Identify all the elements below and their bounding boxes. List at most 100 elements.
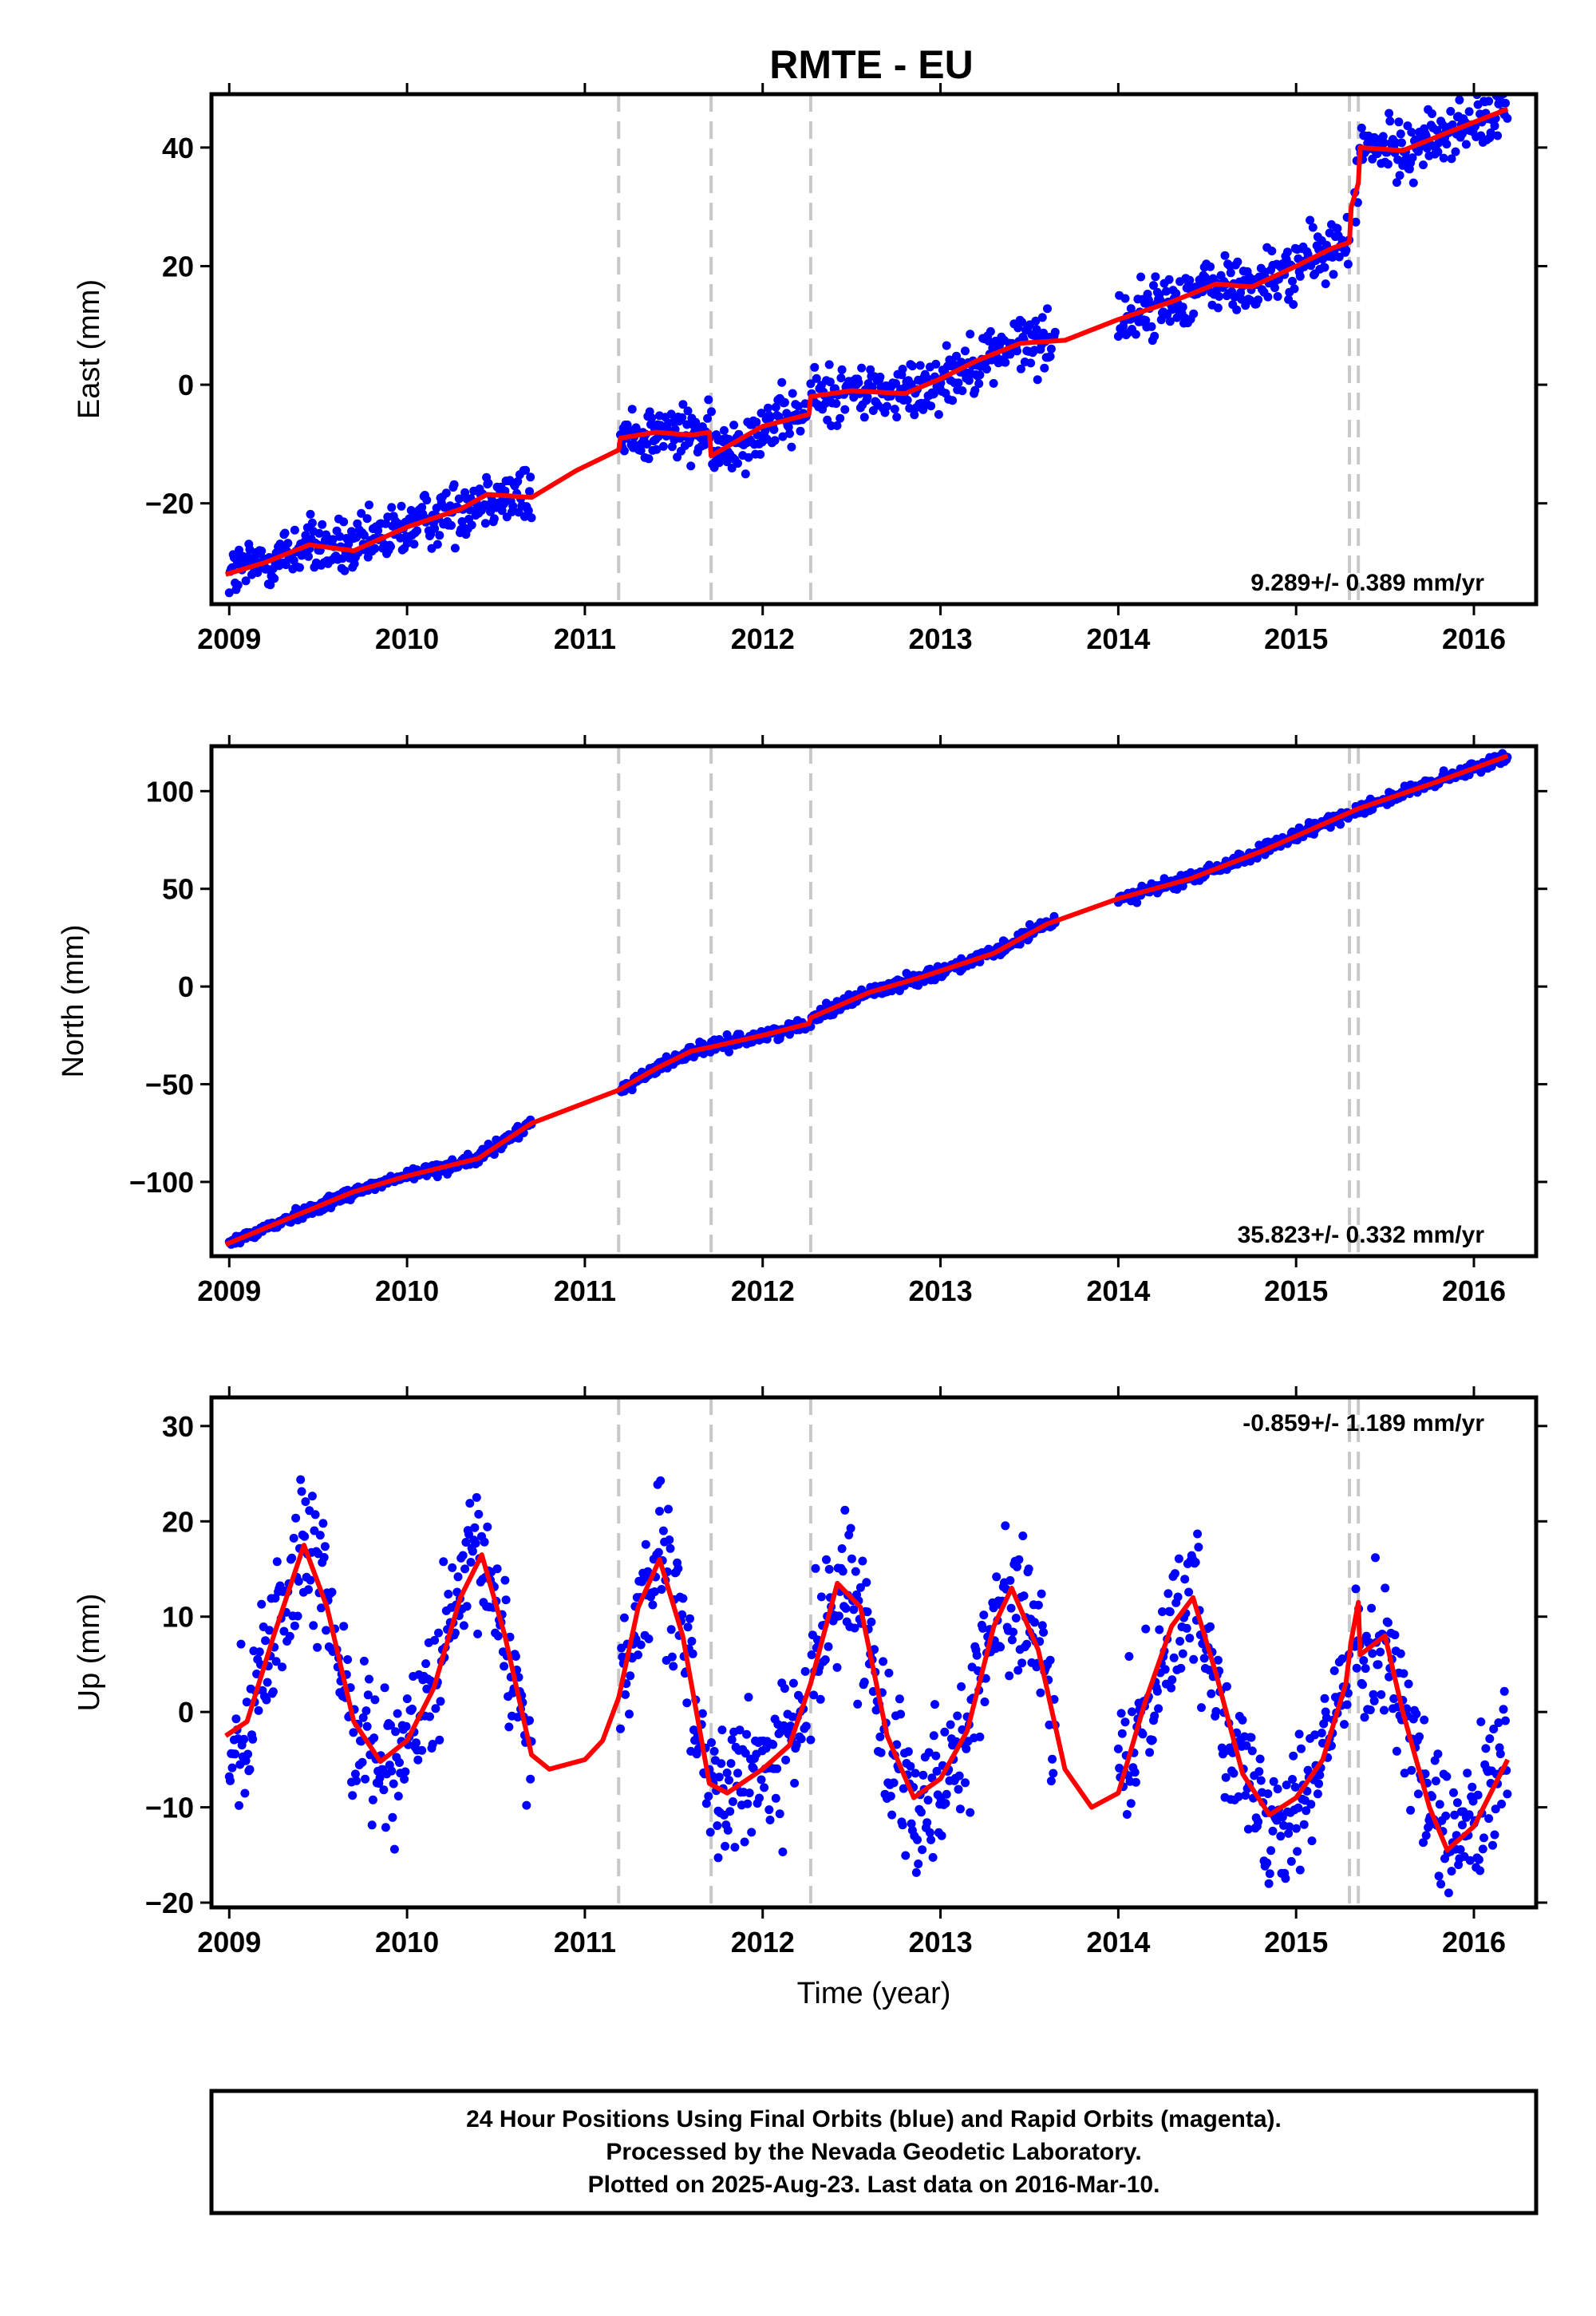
data-point: [824, 360, 834, 370]
data-point: [700, 440, 709, 449]
data-point: [836, 413, 845, 423]
data-point: [725, 1776, 733, 1785]
y-tick-label: 0: [178, 970, 194, 1003]
x-tick-label: 2015: [1264, 1926, 1328, 1958]
data-point: [974, 379, 984, 389]
data-point: [1360, 1713, 1369, 1722]
data-point: [1458, 1820, 1467, 1830]
x-tick-label: 2014: [1086, 1275, 1150, 1307]
data-point: [1359, 1656, 1369, 1666]
data-point: [1128, 1707, 1136, 1717]
data-point: [1488, 85, 1497, 93]
data-point: [1340, 1720, 1349, 1729]
data-point: [911, 1867, 921, 1877]
data-point: [1415, 1732, 1424, 1741]
data-point: [462, 1602, 472, 1611]
x-tick-label: 2015: [1264, 1275, 1328, 1307]
y-tick-label: 20: [162, 250, 194, 283]
data-point: [461, 1538, 471, 1547]
data-point: [1024, 1564, 1033, 1574]
data-point: [439, 1557, 448, 1567]
data-point: [686, 461, 696, 471]
data-point: [764, 1805, 774, 1815]
data-point: [1343, 259, 1353, 269]
y-tick-label: 10: [162, 1601, 194, 1634]
data-point: [707, 407, 716, 417]
data-point: [1365, 1705, 1375, 1715]
data-point: [1149, 281, 1158, 290]
y-tick-label: 50: [162, 873, 194, 906]
plot-frame: [209, 1395, 1539, 1910]
data-point: [641, 1539, 650, 1549]
data-point: [895, 1694, 904, 1704]
data-point: [254, 1705, 263, 1715]
data-point: [1400, 1769, 1409, 1778]
data-point: [648, 1600, 658, 1610]
data-point: [1026, 358, 1036, 368]
data-point: [1447, 154, 1456, 164]
data-point: [796, 426, 805, 436]
data-point: [824, 1564, 834, 1574]
data-point: [1178, 1649, 1187, 1658]
data-point: [626, 1671, 635, 1681]
y-tick-label: −10: [145, 1792, 194, 1824]
data-point: [1197, 1703, 1206, 1713]
data-point: [1484, 97, 1494, 106]
data-point: [1380, 138, 1389, 148]
x-tick-label: 2011: [554, 1926, 616, 1958]
data-point: [1321, 1713, 1331, 1722]
data-point: [1313, 1789, 1322, 1799]
data-point: [955, 1804, 965, 1814]
data-point: [1150, 331, 1159, 341]
data-point: [984, 336, 994, 346]
data-point: [1268, 1826, 1278, 1836]
data-point: [942, 1789, 951, 1799]
data-point: [755, 1793, 764, 1803]
data-point: [774, 412, 784, 421]
data-point: [744, 1693, 753, 1702]
x-tick-label: 2012: [731, 622, 795, 655]
data-point: [781, 1755, 791, 1765]
data-point: [447, 520, 456, 530]
data-point: [233, 580, 243, 590]
data-point: [358, 1757, 367, 1767]
data-point: [389, 1844, 399, 1854]
data-point: [701, 1799, 711, 1808]
data-point: [1376, 1647, 1385, 1657]
data-point: [1234, 1792, 1243, 1801]
data-point: [1165, 317, 1175, 326]
data-point: [489, 514, 499, 524]
data-point: [242, 1697, 251, 1707]
data-point: [1222, 1682, 1231, 1691]
data-point: [658, 441, 668, 451]
data-point: [480, 1537, 489, 1547]
data-point: [1373, 1660, 1383, 1670]
x-tick-label: 2010: [375, 1926, 439, 1958]
data-point: [347, 527, 356, 536]
data-point: [840, 1505, 850, 1515]
data-point: [474, 1509, 484, 1519]
data-point: [397, 501, 406, 511]
data-point: [307, 1492, 317, 1501]
data-point: [778, 1848, 788, 1856]
data-point: [669, 1662, 678, 1671]
data-point: [1165, 1607, 1175, 1617]
data-point: [1449, 1788, 1458, 1797]
data-point: [339, 1622, 349, 1631]
data-point: [290, 1621, 299, 1630]
data-point: [785, 429, 794, 438]
data-point: [1465, 1856, 1475, 1865]
data-point: [666, 409, 676, 419]
data-point: [458, 1551, 468, 1560]
x-tick-label: 2009: [197, 1926, 261, 1958]
data-point: [1013, 346, 1021, 356]
data-point: [727, 464, 737, 472]
y-axis-label: East (mm): [73, 279, 106, 419]
data-point: [280, 528, 290, 538]
data-point: [1399, 1669, 1408, 1678]
data-point: [1299, 1820, 1309, 1829]
data-point: [1297, 1744, 1306, 1753]
data-point: [1290, 1782, 1300, 1792]
data-point: [757, 1775, 766, 1784]
data-point: [1270, 283, 1279, 293]
